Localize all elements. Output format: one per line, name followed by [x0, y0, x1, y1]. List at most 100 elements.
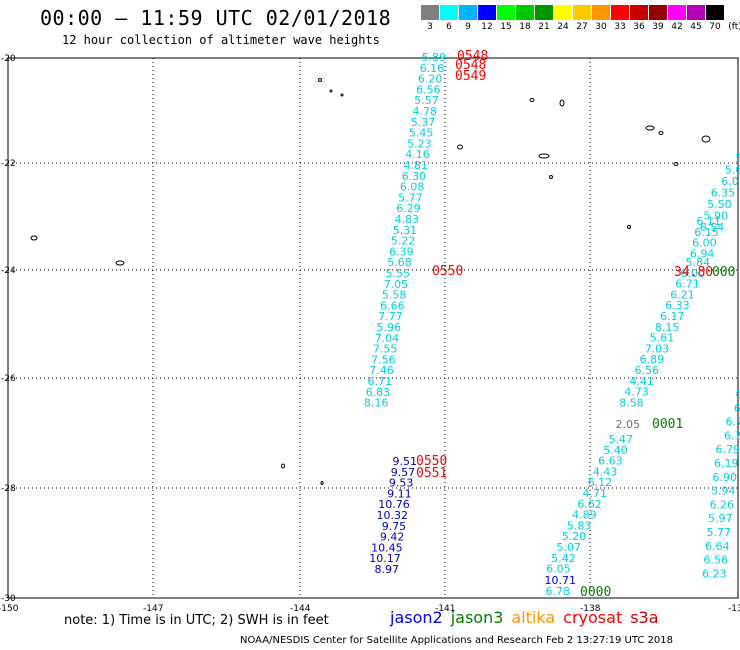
colorbar-label: 45 — [690, 22, 702, 32]
altimeter-tracks: 5.896.166.206.565.574.785.375.455.234.16… — [364, 49, 740, 600]
colorbar-label: 39 — [652, 22, 664, 32]
swh-value: 8.58 — [619, 396, 644, 409]
swh-value: 6.71 — [368, 375, 393, 388]
swh-value: 6.00 — [692, 237, 717, 250]
swh-value: 5.55 — [386, 267, 411, 280]
colorbar-label: 9 — [465, 22, 471, 32]
swh-value: 5.94 — [711, 485, 736, 498]
swh-value: 6.71 — [675, 278, 700, 291]
swh-value: 5. — [736, 152, 740, 165]
swh-value: 6.94 — [690, 247, 715, 260]
swh-value: 6.30 — [402, 170, 427, 183]
swh-value: 5.6 — [725, 164, 740, 177]
swh-value: 5.47 — [609, 433, 634, 446]
island-outline — [701, 135, 711, 143]
lat-tick-label: -26 — [1, 374, 16, 384]
lon-tick-label: -144 — [290, 604, 311, 614]
swh-value: 6.7 — [726, 416, 740, 429]
swh-value: 6.19 — [714, 457, 739, 470]
credit-line: NOAA/NESDIS Center for Satellite Applica… — [240, 635, 673, 646]
colorbar-swatch — [706, 5, 724, 20]
swh-value: 6.29 — [396, 202, 421, 215]
legend-cryosat: cryosat — [563, 608, 623, 627]
swh-value: 7.55 — [373, 343, 398, 356]
colorbar-swatch — [516, 5, 534, 20]
swh-value: 5.42 — [551, 552, 576, 565]
swh-value: 5.58 — [382, 289, 407, 302]
swh-value: 2.05 — [616, 418, 641, 431]
swh-value: 9.75 — [382, 520, 407, 533]
colorbar-label: 12 — [481, 22, 493, 32]
colorbar-label: 15 — [500, 22, 512, 32]
lat-tick-label: -30 — [1, 594, 16, 604]
island-outline — [340, 93, 344, 97]
swh-value: 5.45 — [409, 127, 434, 140]
swh-value: 7.04 — [375, 332, 400, 345]
swh-value: 10.71 — [545, 574, 577, 587]
lat-tick-label: -22 — [1, 159, 16, 169]
colorbar-swatch — [687, 5, 705, 20]
pass-time-label: 0001 — [652, 417, 683, 432]
swh-value: 6.66 — [380, 299, 405, 312]
pass-time-label: 0550 — [432, 264, 463, 279]
swh-value: 6.05 — [546, 563, 571, 576]
colorbar-label: 18 — [519, 22, 531, 32]
lon-tick-label: -147 — [143, 604, 163, 614]
colorbar-swatch — [459, 5, 477, 20]
swh-value: 6.11 — [697, 215, 722, 228]
island-outline — [30, 235, 38, 241]
swh-value: 6.78 — [546, 585, 571, 598]
swh-value: 4.89 — [572, 509, 597, 522]
pass-time-label: 0548 — [457, 49, 488, 64]
colorbar-swatch — [630, 5, 648, 20]
colorbar-label: 6 — [446, 22, 452, 32]
island-outline — [538, 153, 550, 159]
colorbar-label: 21 — [538, 22, 550, 32]
satellite-legend: jason2 jason3 altika cryosat s3a — [390, 608, 667, 627]
colorbar-unit: (ft) — [728, 22, 740, 32]
swh-value: 6. — [736, 388, 740, 401]
swh-value: 7.03 — [645, 342, 670, 355]
swh-value: 5.77 — [707, 526, 732, 539]
colorbar-label: 36 — [633, 22, 645, 32]
colorbar-swatch — [668, 5, 686, 20]
swh-value: 9.57 — [391, 466, 416, 479]
swh-value: 6.17 — [660, 310, 685, 323]
island-outline — [529, 98, 535, 102]
swh-value: 6.83 — [366, 386, 391, 399]
colorbar-swatch — [478, 5, 496, 20]
island-outline — [658, 131, 664, 135]
swh-value: 7.46 — [369, 364, 394, 377]
swh-value: 10.45 — [371, 541, 403, 554]
island-outline — [457, 144, 463, 150]
swh-value: 8.16 — [364, 397, 389, 410]
swh-value: 10.76 — [378, 498, 410, 511]
colorbar-swatch — [421, 5, 439, 20]
lat-tick-label: -28 — [1, 484, 16, 494]
swh-value: 6.12 — [588, 476, 613, 489]
colorbar-swatch — [649, 5, 667, 20]
colorbar-swatch — [554, 5, 572, 20]
island-outline — [559, 99, 565, 107]
swh-value: 10.17 — [369, 552, 401, 565]
island-outline — [627, 225, 631, 229]
colorbar-swatch — [573, 5, 591, 20]
swh-value: 5.57 — [414, 94, 439, 107]
pass-time-label: 0000 — [580, 585, 611, 600]
swh-value: 6.08 — [400, 181, 425, 194]
colorbar-swatch — [535, 5, 553, 20]
swh-value: 6.90 — [713, 471, 738, 484]
swh-value: 5.77 — [398, 191, 423, 204]
swh-value: 9.53 — [389, 477, 414, 490]
swh-value: 6.0 — [721, 175, 739, 188]
swh-value: 5.97 — [708, 512, 733, 525]
swh-value: 5.68 — [387, 256, 412, 269]
swh-value: 5.40 — [603, 444, 628, 457]
colorbar-swatch — [440, 5, 458, 20]
colorbar-label: 27 — [576, 22, 588, 32]
swh-value: 4.16 — [405, 148, 430, 161]
lon-tick-label: -135 — [728, 604, 740, 614]
island-outline — [673, 162, 679, 166]
swh-value: 6.56 — [704, 554, 729, 567]
